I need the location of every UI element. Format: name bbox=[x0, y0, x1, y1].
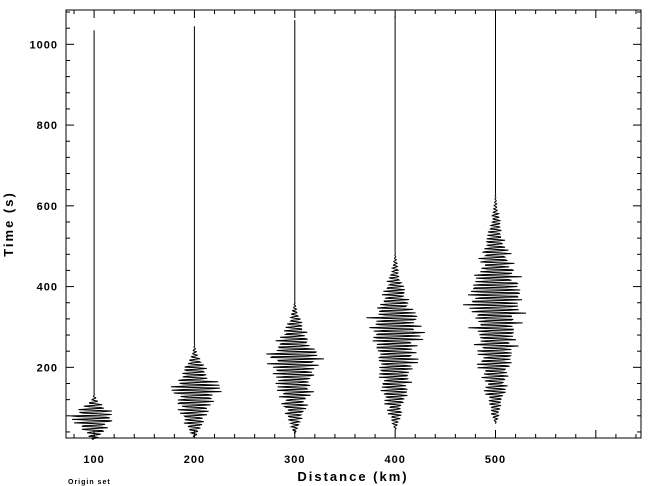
footnote-text: Origin set bbox=[68, 479, 111, 486]
y-tick-label: 800 bbox=[37, 120, 58, 132]
y-tick-label: 200 bbox=[37, 362, 58, 374]
seismogram-traces bbox=[70, 10, 527, 441]
y-axis-title: Time (s) bbox=[1, 191, 16, 257]
x-axis-title: Distance (km) bbox=[297, 469, 408, 484]
seismogram-trace bbox=[170, 26, 222, 439]
x-tick-label: 400 bbox=[384, 454, 405, 466]
plot-frame bbox=[65, 9, 642, 439]
x-axis-ticks: 100 200 300 400 500 bbox=[73, 10, 637, 466]
seismogram-trace bbox=[366, 16, 425, 431]
seismogram-trace bbox=[266, 20, 324, 435]
y-tick-label: 400 bbox=[37, 282, 58, 294]
y-tick-label: 600 bbox=[37, 201, 58, 213]
y-tick-label: 1000 bbox=[30, 39, 58, 51]
x-tick-label: 500 bbox=[485, 454, 506, 466]
seismogram-trace bbox=[463, 10, 527, 424]
seismogram-trace bbox=[70, 30, 113, 441]
x-tick-label: 100 bbox=[83, 454, 104, 466]
x-tick-label: 200 bbox=[184, 454, 205, 466]
y-axis-ticks: 200 400 600 800 1000 bbox=[30, 11, 641, 433]
x-tick-label: 300 bbox=[284, 454, 305, 466]
